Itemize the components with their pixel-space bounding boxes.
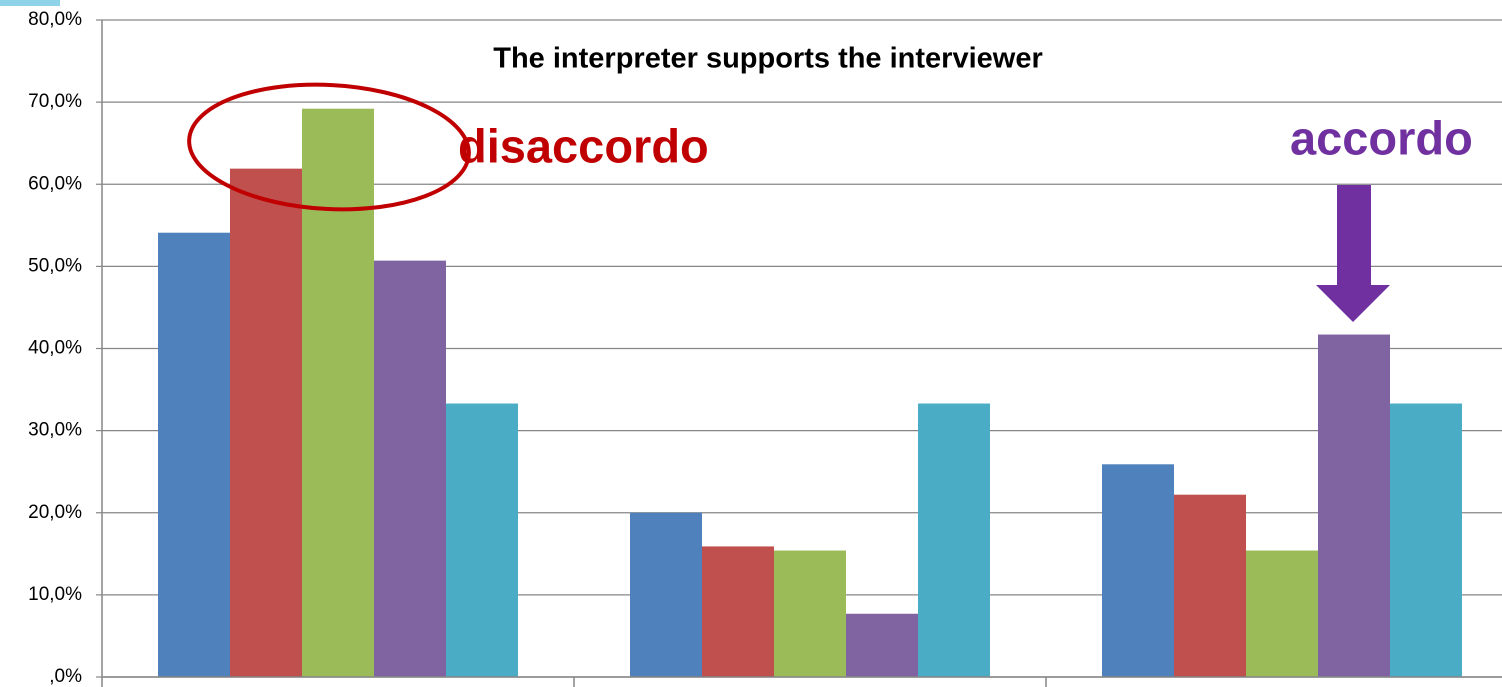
y-tick-label: 70,0%	[28, 91, 82, 112]
y-tick-label: 40,0%	[28, 338, 82, 359]
highlight-ellipse	[187, 82, 471, 212]
bar	[918, 403, 990, 677]
y-tick-label: 80,0%	[28, 9, 82, 30]
y-tick-label: 20,0%	[28, 502, 82, 523]
bar	[158, 232, 230, 678]
category-ticks	[573, 677, 1047, 687]
corner-decoration	[0, 0, 60, 6]
annotation: disaccordo	[458, 119, 709, 172]
bar	[1390, 403, 1462, 677]
bar	[1246, 550, 1318, 677]
bar	[1318, 334, 1390, 677]
bar	[230, 168, 302, 678]
chart-title: The interpreter supports the interviewer	[493, 43, 1043, 75]
annotation: accordo	[1290, 111, 1473, 164]
arrow	[1316, 185, 1390, 322]
bar	[302, 108, 374, 677]
bars	[158, 108, 1462, 678]
y-tick-label: ,0%	[49, 666, 82, 687]
bar	[774, 550, 846, 677]
bar	[1102, 464, 1174, 677]
bar	[630, 512, 702, 677]
bar	[374, 260, 446, 677]
y-tick-label: 10,0%	[28, 584, 82, 605]
bar	[446, 403, 518, 677]
bar	[702, 546, 774, 677]
bar	[846, 613, 918, 677]
y-tick-label: 50,0%	[28, 255, 82, 276]
y-tick-label: 60,0%	[28, 173, 82, 194]
bar	[1174, 494, 1246, 677]
y-tick-label: 30,0%	[28, 420, 82, 441]
